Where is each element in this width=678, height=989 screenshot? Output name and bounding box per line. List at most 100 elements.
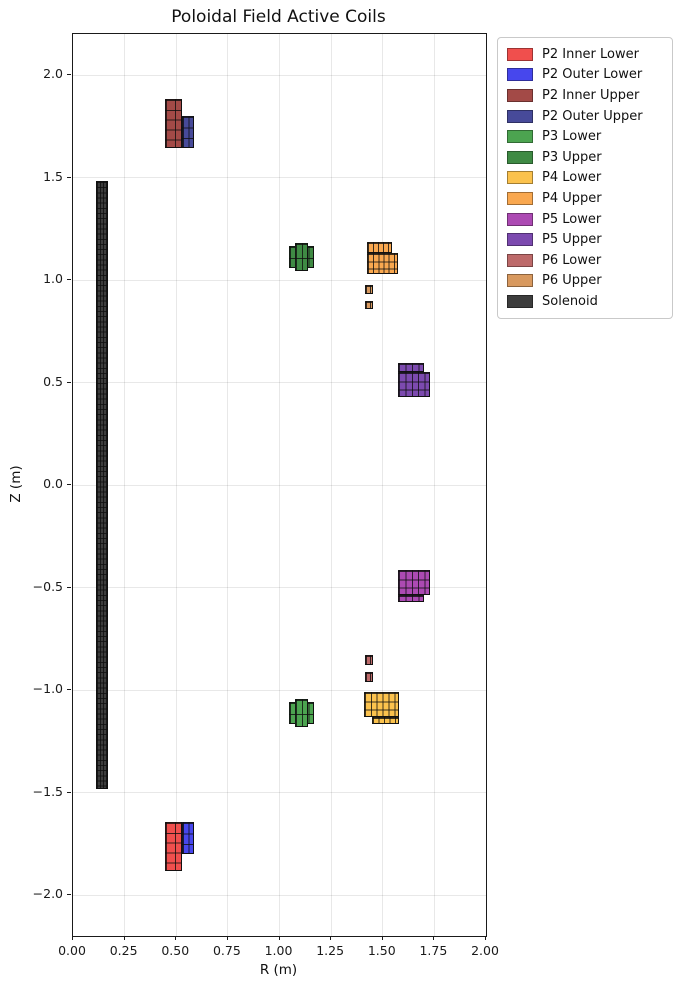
y-tick-label: 1.0: [43, 271, 63, 286]
chart-title: Poloidal Field Active Coils: [171, 7, 386, 27]
legend-item-p4-lower: P4 Lower: [507, 168, 663, 189]
coil-p5-upper-part-1: [398, 372, 431, 398]
legend-item-p6-lower: P6 Lower: [507, 250, 663, 271]
gridline-horizontal: [73, 587, 486, 588]
x-tick-mark: [485, 936, 486, 940]
y-tick-label: 0.5: [43, 373, 63, 389]
legend-swatch: [507, 233, 533, 247]
x-tick-mark: [278, 936, 280, 940]
y-tick-mark: [67, 689, 71, 690]
y-tick-mark: [67, 381, 71, 383]
coil-p4-upper-part-1: [367, 252, 399, 275]
legend-swatch: [507, 130, 533, 144]
y-tick-mark: [67, 791, 71, 793]
x-tick-label: 1.00: [264, 943, 293, 958]
x-tick-label: 0.50: [161, 943, 190, 958]
gridline-vertical: [279, 34, 280, 936]
legend-label: P4 Lower: [542, 170, 602, 186]
x-tick-label: 2.00: [471, 943, 499, 958]
legend-item-p3-upper: P3 Upper: [507, 147, 663, 168]
legend-list: P2 Inner Lower P2 Outer Lower P2 Inner Upp…: [507, 44, 663, 312]
gridline-horizontal: [73, 279, 486, 281]
coil-p5-lower-part-1: [398, 569, 431, 595]
y-tick-mark: [67, 484, 71, 485]
plot-area: [72, 33, 487, 937]
y-tick-mark: [67, 894, 71, 895]
gridline-horizontal: [73, 894, 486, 896]
legend-item-p2-inner-upper: P2 Inner Upper: [507, 85, 663, 106]
x-tick-label: 0.75: [212, 943, 241, 958]
legend-label: P6 Lower: [542, 252, 602, 268]
coil-solenoid: [95, 180, 108, 790]
legend-item-p5-lower: P5 Lower: [507, 209, 663, 230]
legend-label: P2 Inner Upper: [542, 87, 640, 103]
gridline-vertical: [124, 34, 126, 936]
x-tick-mark: [72, 936, 73, 940]
coil-p5-lower-part-2: [398, 594, 425, 602]
x-tick-mark: [226, 936, 228, 940]
x-tick-label: 1.50: [367, 943, 396, 958]
legend-swatch: [507, 47, 533, 61]
legend-item-solenoid: Solenoid: [507, 291, 663, 312]
x-tick-label: 1.75: [419, 943, 448, 958]
y-tick-label: 2.0: [43, 66, 63, 81]
legend-label: P4 Upper: [542, 190, 602, 206]
legend-swatch: [507, 212, 533, 226]
gridline-vertical: [227, 34, 229, 936]
x-tick-label: 1.25: [316, 943, 345, 958]
legend-label: P3 Upper: [542, 149, 602, 165]
legend-swatch: [507, 171, 533, 185]
x-tick-label: 0.00: [58, 943, 86, 958]
y-tick-mark: [67, 74, 71, 75]
y-tick-mark: [67, 176, 71, 178]
x-tick-mark: [381, 936, 383, 940]
gridline-vertical: [433, 34, 435, 936]
coil-p4-lower-part-2: [372, 717, 400, 725]
legend-swatch: [507, 109, 533, 123]
legend-label: Solenoid: [542, 293, 598, 309]
gridline-vertical: [382, 34, 384, 936]
legend-label: P3 Lower: [542, 129, 602, 145]
x-tick-mark: [123, 936, 125, 940]
x-tick-label: 0.25: [109, 943, 138, 958]
legend-item-p2-outer-lower: P2 Outer Lower: [507, 65, 663, 86]
coil-p5-upper-part-2: [398, 363, 425, 373]
legend-swatch: [507, 274, 533, 288]
y-tick-label: −1.0: [32, 681, 63, 696]
y-tick-label: −1.5: [32, 783, 63, 799]
coil-p6-upper-part-1: [364, 284, 374, 294]
legend-swatch: [507, 150, 533, 164]
legend-item-p5-upper: P5 Upper: [507, 229, 663, 250]
coil-p3-upper-part-2: [295, 243, 308, 272]
gridline-horizontal: [73, 689, 486, 691]
legend-label: P2 Inner Lower: [542, 46, 639, 62]
legend-label: P5 Lower: [542, 211, 602, 227]
coil-p3-lower-part-2: [295, 698, 308, 727]
legend-swatch: [507, 88, 533, 102]
legend-label: P2 Outer Lower: [542, 67, 643, 83]
legend-swatch: [507, 294, 533, 308]
coil-p6-lower-part-2: [364, 672, 374, 683]
legend-item-p4-upper: P4 Upper: [507, 188, 663, 209]
gridline-horizontal: [73, 382, 486, 383]
legend-label: P2 Outer Upper: [542, 108, 643, 124]
y-tick-mark: [67, 586, 71, 588]
x-tick-mark: [330, 936, 332, 940]
gridline-horizontal: [73, 74, 486, 76]
y-tick-label: −2.0: [32, 886, 63, 901]
legend: P2 Inner Lower P2 Outer Lower P2 Inner Upp…: [497, 37, 673, 319]
gridline-horizontal: [73, 484, 486, 486]
x-tick-mark: [433, 936, 435, 940]
gridline-horizontal: [73, 177, 486, 178]
coil-p2-outer-upper: [182, 116, 194, 148]
legend-item-p2-outer-upper: P2 Outer Upper: [507, 106, 663, 127]
coil-p2-inner-upper: [164, 98, 183, 148]
gridline-horizontal: [73, 792, 486, 793]
legend-item-p3-lower: P3 Lower: [507, 126, 663, 147]
legend-label: P5 Upper: [542, 232, 602, 248]
x-axis-label: R (m): [259, 962, 298, 978]
y-tick-label: 1.5: [43, 168, 63, 184]
y-tick-mark: [67, 279, 71, 280]
gridline-vertical: [330, 34, 332, 936]
coil-p2-inner-lower: [164, 822, 183, 872]
